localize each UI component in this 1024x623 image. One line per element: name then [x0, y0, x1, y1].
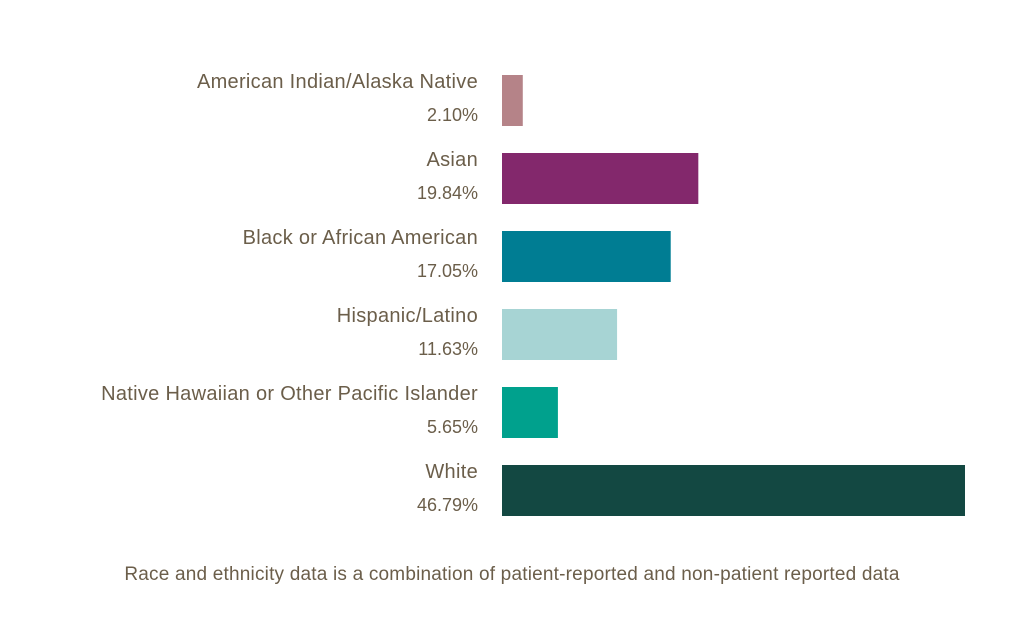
chart-footnote: Race and ethnicity data is a combination… [124, 564, 900, 585]
value-label: 2.10% [427, 105, 478, 125]
category-label: White [425, 461, 478, 483]
bar-3 [502, 309, 618, 360]
value-label: 11.63% [418, 339, 478, 359]
category-label: Hispanic/Latino [337, 305, 478, 327]
bar-4 [502, 387, 558, 438]
value-label: 17.05% [417, 261, 478, 281]
bar-1 [502, 153, 699, 204]
bar-2 [502, 231, 671, 282]
category-label: Black or African American [243, 227, 478, 249]
category-label: Asian [426, 149, 478, 171]
value-label: 5.65% [427, 417, 478, 437]
value-label: 46.79% [417, 495, 478, 515]
value-label: 19.84% [417, 183, 478, 203]
race-ethnicity-bar-chart: American Indian/Alaska Native 2.10% Asian 1… [101, 71, 965, 516]
bar-0 [502, 75, 523, 126]
category-label: American Indian/Alaska Native [197, 71, 478, 93]
category-label: Native Hawaiian or Other Pacific Islande… [101, 383, 478, 405]
bar-5 [502, 465, 965, 516]
